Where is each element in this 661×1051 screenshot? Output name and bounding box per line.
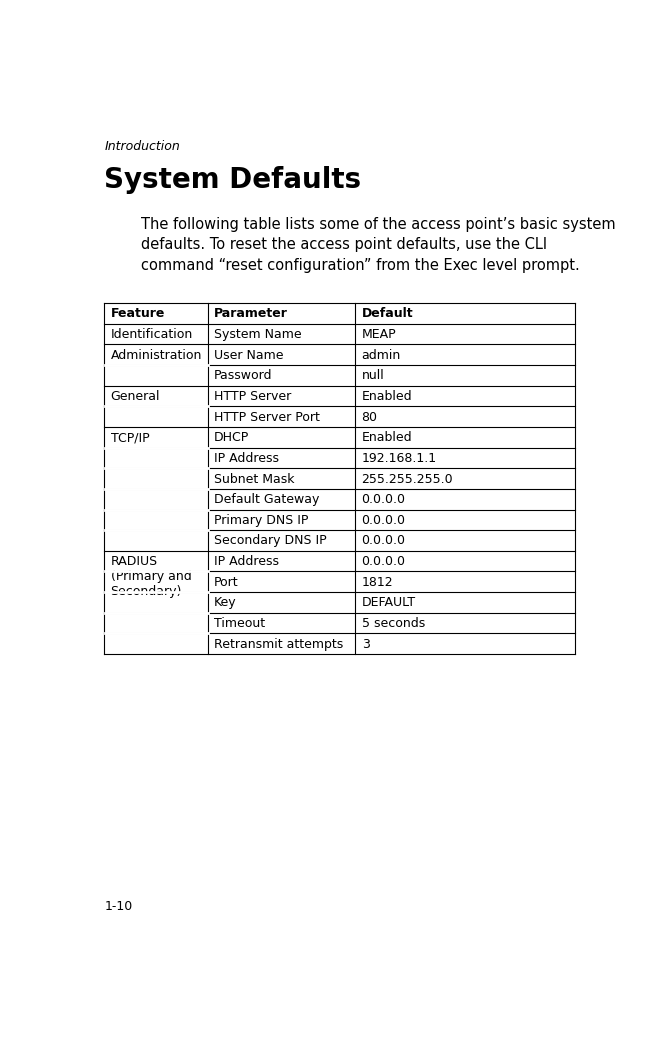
Text: IP Address: IP Address [214, 452, 279, 465]
Text: DHCP: DHCP [214, 431, 249, 445]
Text: 5 seconds: 5 seconds [362, 617, 425, 630]
Text: System Defaults: System Defaults [104, 166, 362, 194]
Text: User Name: User Name [214, 349, 284, 362]
Text: Identification: Identification [110, 328, 193, 342]
Text: Feature: Feature [110, 308, 165, 321]
Text: System Name: System Name [214, 328, 301, 342]
Text: admin: admin [362, 349, 401, 362]
Text: MEAP: MEAP [362, 328, 396, 342]
Text: General: General [110, 390, 160, 403]
Text: Primary DNS IP: Primary DNS IP [214, 514, 309, 527]
Text: Enabled: Enabled [362, 390, 412, 403]
Text: 80: 80 [362, 411, 377, 424]
Text: 255.255.255.0: 255.255.255.0 [362, 473, 453, 486]
Text: 0.0.0.0: 0.0.0.0 [362, 514, 406, 527]
Text: Default: Default [362, 308, 413, 321]
Text: DEFAULT: DEFAULT [362, 596, 416, 610]
Text: HTTP Server Port: HTTP Server Port [214, 411, 320, 424]
Text: Key: Key [214, 596, 237, 610]
Text: IP Address: IP Address [214, 555, 279, 569]
Text: Introduction: Introduction [104, 140, 180, 153]
Text: Port: Port [214, 576, 239, 589]
Text: Secondary DNS IP: Secondary DNS IP [214, 535, 327, 548]
Text: null: null [362, 369, 385, 383]
Text: Enabled: Enabled [362, 431, 412, 445]
Text: Parameter: Parameter [214, 308, 288, 321]
Text: 3: 3 [362, 638, 369, 651]
Text: Password: Password [214, 369, 272, 383]
Text: TCP/IP: TCP/IP [110, 431, 149, 445]
Text: HTTP Server: HTTP Server [214, 390, 292, 403]
Text: Retransmit attempts: Retransmit attempts [214, 638, 343, 651]
Text: The following table lists some of the access point’s basic system
defaults. To r: The following table lists some of the ac… [141, 217, 615, 273]
Text: 0.0.0.0: 0.0.0.0 [362, 555, 406, 569]
Text: 1812: 1812 [362, 576, 393, 589]
Text: 0.0.0.0: 0.0.0.0 [362, 535, 406, 548]
Text: 0.0.0.0: 0.0.0.0 [362, 493, 406, 507]
Text: Default Gateway: Default Gateway [214, 493, 319, 507]
Text: Timeout: Timeout [214, 617, 265, 630]
Text: RADIUS
(Primary and
Secondary): RADIUS (Primary and Secondary) [110, 555, 191, 598]
Text: 1-10: 1-10 [104, 900, 133, 913]
Text: 192.168.1.1: 192.168.1.1 [362, 452, 437, 465]
Text: Administration: Administration [110, 349, 202, 362]
Text: Subnet Mask: Subnet Mask [214, 473, 295, 486]
